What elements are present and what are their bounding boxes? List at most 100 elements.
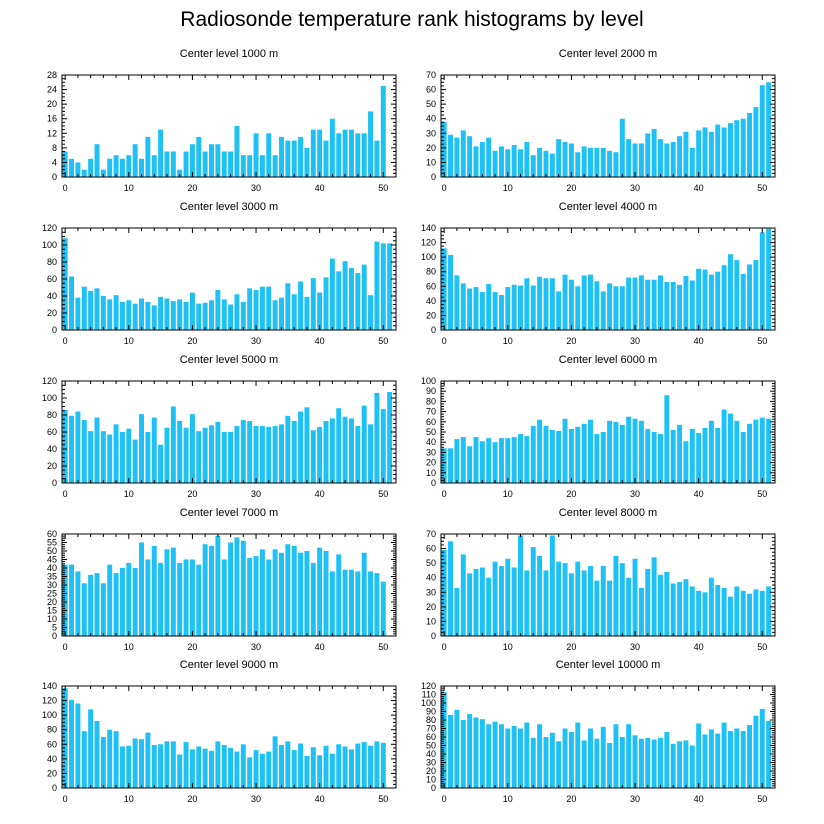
bar — [721, 265, 727, 330]
x-tick-label: 40 — [315, 183, 325, 193]
y-tick-label: 20 — [426, 458, 436, 468]
bar — [272, 549, 278, 636]
panel-title: Center level 7000 m — [180, 507, 278, 519]
x-tick-label: 30 — [251, 642, 261, 652]
y-tick-label: 15 — [47, 606, 57, 616]
bar — [537, 555, 543, 636]
bar — [119, 158, 125, 177]
x-tick-label: 10 — [503, 794, 513, 804]
bar — [221, 559, 227, 636]
bar — [708, 729, 714, 788]
bar — [747, 725, 753, 788]
bar — [374, 140, 380, 177]
bar — [632, 143, 638, 177]
bar — [696, 433, 702, 483]
bar — [747, 423, 753, 483]
bar — [632, 735, 638, 788]
bar — [753, 715, 759, 788]
x-tick-label: 40 — [315, 336, 325, 346]
y-tick-label: 100 — [421, 698, 436, 708]
bar — [664, 143, 670, 177]
bar — [132, 144, 138, 177]
bar — [88, 709, 94, 788]
y-tick-label: 60 — [426, 417, 436, 427]
bar — [670, 743, 676, 788]
bar — [727, 123, 733, 177]
bar — [119, 568, 125, 636]
bar — [670, 281, 676, 330]
bar — [734, 260, 740, 330]
bar — [753, 589, 759, 636]
bar — [549, 278, 555, 330]
bar — [158, 296, 164, 330]
bar — [189, 559, 195, 636]
bar — [215, 144, 221, 177]
bar — [588, 419, 593, 483]
bar — [126, 428, 132, 483]
bar — [702, 734, 708, 788]
bar — [448, 254, 454, 330]
bar — [107, 158, 113, 177]
bar — [543, 425, 549, 483]
y-tick-label: 24 — [47, 85, 57, 95]
histogram-panel-4: Center level 4000 m 0 10 20 30 40 50 0 20 40 60 80 1… — [421, 201, 776, 346]
bar — [291, 140, 297, 177]
y-tick-label: 90 — [426, 707, 436, 717]
x-tick-label: 50 — [757, 336, 767, 346]
bar — [100, 737, 106, 788]
x-tick-label: 20 — [187, 183, 197, 193]
bar — [361, 742, 367, 788]
y-tick-label: 20 — [47, 768, 57, 778]
bar — [317, 129, 323, 177]
histogram-panel-2: Center level 2000 m 0 10 20 30 40 50 0 10 20 30 40 5… — [426, 48, 776, 193]
bar — [448, 134, 454, 177]
bar — [626, 577, 632, 636]
bar — [266, 133, 272, 177]
y-tick-label: 40 — [426, 114, 436, 124]
y-tick-label: 60 — [426, 281, 436, 291]
y-tick-label: 70 — [426, 70, 436, 80]
x-tick-label: 0 — [442, 489, 447, 499]
bar — [88, 431, 94, 483]
bar — [158, 129, 164, 177]
x-tick-label: 50 — [378, 183, 388, 193]
bar — [170, 301, 176, 330]
bar — [766, 228, 772, 330]
bar — [317, 755, 323, 788]
y-tick-label: 60 — [47, 529, 57, 539]
bar — [486, 137, 492, 177]
bar — [607, 580, 613, 636]
bar — [537, 419, 543, 483]
y-tick-label: 16 — [47, 114, 57, 124]
bar — [441, 121, 447, 177]
bar — [380, 409, 386, 483]
bar — [329, 571, 335, 636]
bar — [253, 750, 259, 788]
bar — [543, 737, 549, 788]
bar — [670, 142, 676, 177]
bar — [69, 564, 75, 636]
x-tick-label: 30 — [630, 642, 640, 652]
bar — [581, 423, 587, 483]
bar — [670, 429, 676, 483]
x-tick-label: 50 — [757, 489, 767, 499]
bar — [380, 85, 386, 177]
bar — [441, 691, 447, 788]
bar — [272, 736, 278, 788]
bar — [209, 750, 214, 788]
y-tick-label: 80 — [426, 715, 436, 725]
bar — [537, 276, 543, 330]
bar — [228, 432, 234, 483]
bar — [747, 593, 753, 636]
y-tick-label: 40 — [47, 291, 57, 301]
bar — [734, 728, 740, 788]
bar — [600, 726, 606, 788]
y-tick-label: 120 — [421, 681, 436, 691]
y-tick-label: 12 — [47, 128, 57, 138]
bar — [209, 300, 214, 330]
bar — [279, 136, 284, 177]
x-tick-label: 30 — [630, 183, 640, 193]
bar — [317, 292, 323, 330]
bar — [221, 432, 227, 483]
bar — [253, 290, 259, 330]
